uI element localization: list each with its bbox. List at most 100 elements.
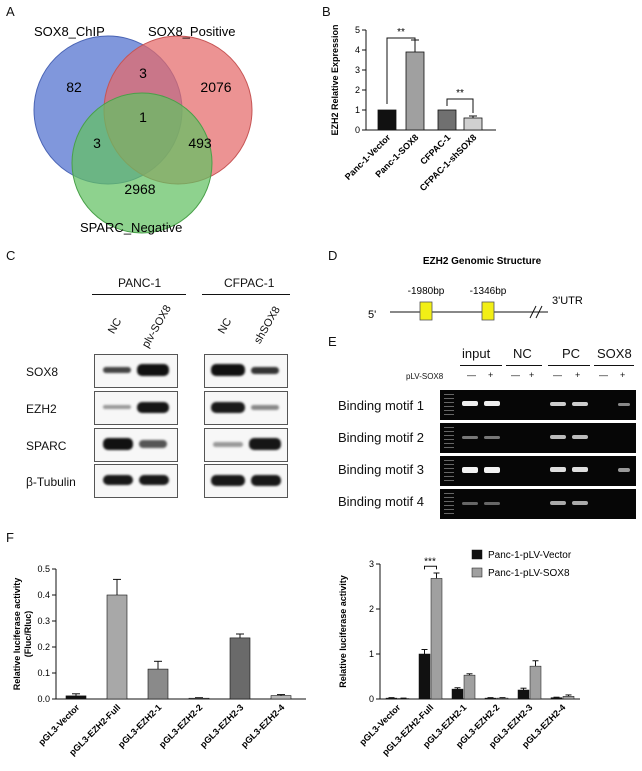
site-box-1346 (481, 301, 495, 321)
group-label-cfpac1: CFPAC-1 (224, 276, 275, 290)
gel-line-sox8 (594, 365, 634, 366)
chart-b-y-tick-label: 5 (355, 25, 360, 35)
site-box-1980 (419, 301, 433, 321)
chart-f2-bar (517, 689, 530, 700)
gel-sign-7: — (599, 370, 608, 380)
gel-sign-3: — (511, 370, 520, 380)
chart-b-y-tick-label: 0 (355, 125, 360, 135)
gel-row-label-motif2: Binding motif 2 (338, 430, 424, 445)
gel-sign-1: — (467, 370, 476, 380)
chart-f2-y-tick-label: 0 (369, 694, 374, 704)
chart-f1-bar (147, 668, 169, 700)
gel-line-pc (548, 365, 590, 366)
gel-strip-motif4 (440, 489, 636, 519)
group-line-panc1 (92, 294, 186, 295)
chart-f2-sig-label: *** (424, 556, 436, 567)
chart-f2-y-tick-label: 2 (369, 604, 374, 614)
blot-panc1-sox8 (94, 354, 178, 388)
venn-count-all: 1 (139, 109, 147, 125)
lane-label-plv-sox8: plv-SOX8 (140, 303, 174, 350)
chart-b-sig-label: ** (397, 27, 405, 38)
group-line-cfpac1 (202, 294, 290, 295)
chart-f1-bar (229, 637, 251, 700)
chart-f1-bar (188, 697, 210, 700)
genomic-break-1 (529, 305, 537, 319)
chart-f1-category-label: pGL3-Vector (37, 702, 82, 747)
panel-letter-b: B (322, 4, 331, 19)
gel-sign-4: + (529, 370, 535, 380)
gel-sign-2: + (488, 370, 494, 380)
venn-count-positive-negative: 493 (188, 135, 212, 151)
venn-count-chip-negative: 3 (93, 135, 101, 151)
genomic-5-prime: 5' (368, 309, 376, 321)
venn-circle-sparc-negative (71, 92, 213, 234)
gel-strip-motif1 (440, 390, 636, 420)
blot-cfpac1-ezh2 (204, 391, 288, 425)
western-blot-panel: PANC-1 CFPAC-1 NC plv-SOX8 NC shSOX8 SOX… (0, 262, 320, 502)
chart-f2-bar (397, 698, 410, 700)
blot-row-label-sparc: SPARC (26, 439, 67, 453)
genomic-structure: EZH2 Genomic Structure 5' 3'UTR -1980bp … (368, 256, 583, 321)
chart-f2-bar (451, 688, 464, 700)
chart-b-sig-bracket (386, 37, 416, 104)
site-label-1346: -1346bp (470, 286, 507, 297)
chart-f2-legend-swatch (471, 567, 483, 578)
chart-f2-y-tick-label: 3 (369, 559, 374, 569)
chart-f1-y-tick-label: 0.0 (37, 694, 50, 704)
venn-count-negative-only: 2968 (124, 181, 155, 197)
gel-row-label-motif1: Binding motif 1 (338, 398, 424, 413)
venn-count-chip-positive: 3 (139, 65, 147, 81)
gel-row-label-motif3: Binding motif 3 (338, 462, 424, 477)
chart-f1-y-tick-label: 0.2 (37, 642, 50, 652)
chart-f1-bar (106, 594, 128, 700)
gel-strip-motif3 (440, 456, 636, 486)
chart-f1-y-tick-label: 0.5 (37, 564, 50, 574)
chart-f1-y-label: Relative luciferase activity (12, 578, 22, 691)
chart-f1-y-tick-label: 0.4 (37, 590, 50, 600)
chart-f2-y-tick-label: 1 (369, 649, 374, 659)
chart-f2-bar (484, 697, 497, 700)
genomic-title: EZH2 Genomic Structure (423, 256, 542, 267)
venn-label-negative: SPARC_Negative (80, 220, 182, 235)
blot-row-label-sox8: SOX8 (26, 365, 59, 379)
lane-label-nc-2: NC (216, 316, 235, 336)
chart-b-y-tick-label: 2 (355, 85, 360, 95)
chart-b-y-tick-label: 1 (355, 105, 360, 115)
gel-sign-8: + (620, 370, 626, 380)
gel-line-nc (506, 365, 542, 366)
gel-sign-6: + (575, 370, 581, 380)
chart-b-bar (405, 51, 425, 131)
chart-b-y-label: EZH2 Relative Expression (330, 24, 340, 135)
panel-letter-c: C (6, 248, 16, 263)
gel-col-input: input (462, 346, 491, 361)
chart-b-bar (463, 117, 483, 131)
chart-f1-category-label: pGL3-EZH2-4 (239, 702, 286, 749)
chart-f1: 0.0 0.1 0.2 0.3 0.4 0.5 Relative luciferase ac… (12, 564, 306, 757)
chart-f2-y-label: Relative luciferase activity (338, 575, 348, 688)
chart-f2-bar (529, 665, 542, 700)
blot-row-label-tubulin: β-Tubulin (26, 475, 76, 489)
venn-count-chip-only: 82 (66, 79, 82, 95)
gel-strip-motif2 (440, 423, 636, 453)
chart-b-y-tick-label: 3 (355, 65, 360, 75)
chart-b-y-tick-label: 4 (355, 45, 360, 55)
blot-panc1-sparc (94, 428, 178, 462)
chart-f1-y-tick-label: 0.1 (37, 668, 50, 678)
venn-label-positive: SOX8_Positive (148, 24, 235, 39)
gel-col-sox8: SOX8 (597, 346, 632, 361)
blot-panc1-tubulin (94, 464, 178, 498)
gel-sign-5: — (553, 370, 562, 380)
chart-f2-bar (418, 653, 431, 700)
blot-cfpac1-sparc (204, 428, 288, 462)
chart-f2-legend-label: Panc-1-pLV-Vector (488, 550, 572, 561)
genomic-3-utr: 3'UTR (552, 295, 583, 307)
chart-f2-bar (463, 674, 476, 700)
panel-letter-d: D (328, 248, 338, 263)
site-label-1980: -1980bp (408, 286, 445, 297)
chart-b-bar (437, 109, 457, 131)
chart-f1-bar (65, 695, 87, 700)
blot-cfpac1-tubulin (204, 464, 288, 498)
gel-col-nc: NC (513, 346, 532, 361)
